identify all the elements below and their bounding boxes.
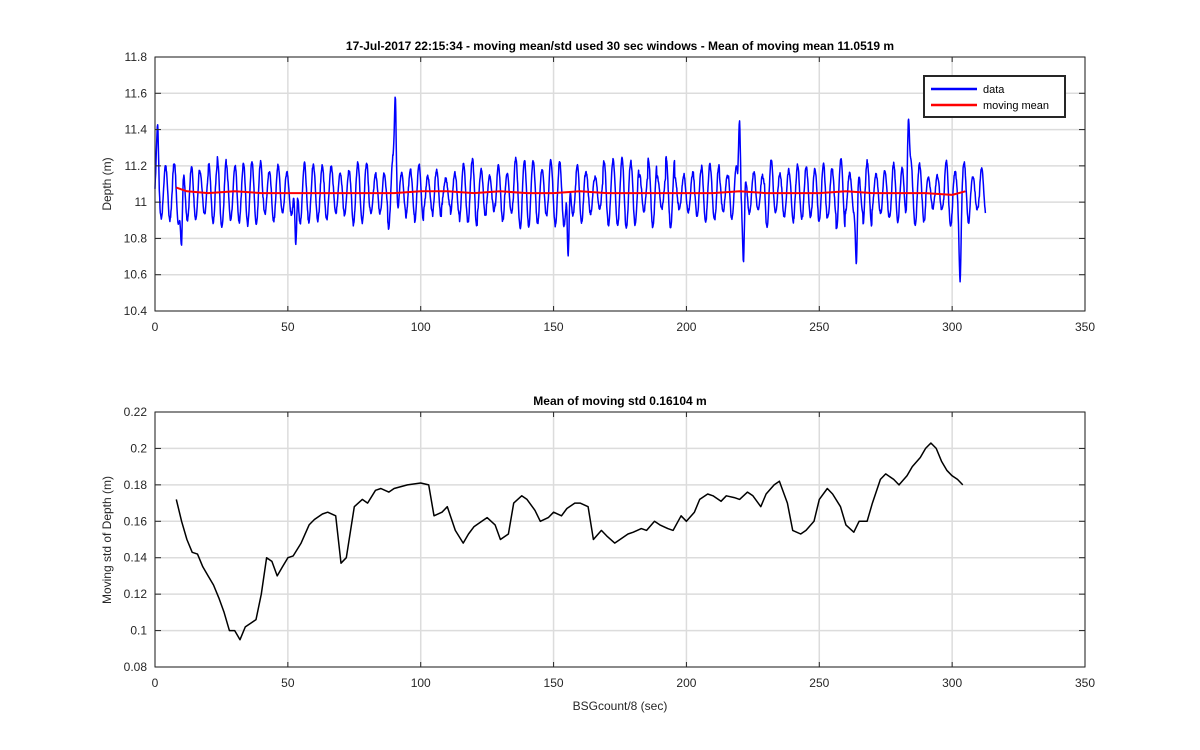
std-y-axis-label: Moving std of Depth (m) xyxy=(100,476,114,604)
std-y-tick-label: 0.1 xyxy=(130,624,147,638)
std-moving-std-line xyxy=(175,442,964,641)
std-axes-box xyxy=(154,411,1086,668)
depth-axes: 0 50 100 150 200 250 300 350 10.4 10.6 10.8 11 11.2 1… xyxy=(100,39,1095,334)
depth-data-line xyxy=(154,96,987,283)
std-x-tick-label: 150 xyxy=(544,676,564,690)
legend-moving-mean-label: moving mean xyxy=(983,100,1049,112)
depth-axes-box xyxy=(154,56,1086,312)
depth-y-tick-label: 11 xyxy=(135,195,148,209)
std-x-tick-label: 50 xyxy=(281,676,295,690)
legend: data moving mean xyxy=(923,75,1066,118)
depth-y-axis-label: Depth (m) xyxy=(100,157,114,210)
std-series xyxy=(175,442,964,641)
std-y-tick-label: 0.18 xyxy=(124,478,148,492)
std-y-tick-label: 0.2 xyxy=(130,441,147,455)
std-y-tick-label: 0.08 xyxy=(124,660,148,674)
std-plot-title: Mean of moving std 0.16104 m xyxy=(533,394,706,408)
std-axes: 0 50 100 150 200 250 300 350 0.08 0.1 0.12 0.14 0.16… xyxy=(100,394,1095,713)
std-x-tick-label: 250 xyxy=(809,676,829,690)
depth-x-tick-label: 300 xyxy=(942,320,962,334)
legend-data-label: data xyxy=(983,84,1005,96)
depth-x-tick-label: 0 xyxy=(152,320,159,334)
depth-x-tick-label: 150 xyxy=(544,320,564,334)
depth-y-tick-label: 11.2 xyxy=(125,159,148,173)
std-x-tick-label: 200 xyxy=(676,676,696,690)
depth-moving-mean-line xyxy=(175,186,966,196)
std-y-tick-label: 0.14 xyxy=(124,551,148,565)
std-y-tick-label: 0.22 xyxy=(124,405,148,419)
depth-y-tick-label: 10.6 xyxy=(124,268,148,282)
depth-y-tick-label: 10.4 xyxy=(124,304,148,318)
std-x-tick-label: 0 xyxy=(152,676,159,690)
depth-x-tick-label: 200 xyxy=(676,320,696,334)
std-x-axis-label: BSGcount/8 (sec) xyxy=(573,699,668,713)
depth-x-tick-label: 250 xyxy=(809,320,829,334)
depth-y-tick-label: 10.8 xyxy=(124,231,148,245)
std-y-tick-label: 0.16 xyxy=(124,514,148,528)
depth-x-tick-label: 50 xyxy=(281,320,295,334)
legend-box xyxy=(923,75,1066,118)
depth-y-tick-label: 11.8 xyxy=(125,50,148,64)
depth-y-tick-label: 11.6 xyxy=(125,86,148,100)
std-y-tick-label: 0.12 xyxy=(124,587,148,601)
depth-x-tick-label: 100 xyxy=(411,320,431,334)
std-ticks: 0 50 100 150 200 250 300 350 0.08 0.1 0.12 0.14 0.16… xyxy=(124,405,1096,690)
std-x-tick-label: 350 xyxy=(1075,676,1095,690)
std-x-tick-label: 300 xyxy=(942,676,962,690)
depth-x-tick-label: 350 xyxy=(1075,320,1095,334)
depth-ticks: 0 50 100 150 200 250 300 350 10.4 10.6 10.8 11 11.2 1… xyxy=(124,50,1096,334)
depth-y-tick-label: 11.4 xyxy=(125,123,148,137)
depth-plot-title: 17-Jul-2017 22:15:34 - moving mean/std u… xyxy=(346,39,894,53)
depth-series xyxy=(154,96,987,283)
std-x-tick-label: 100 xyxy=(411,676,431,690)
